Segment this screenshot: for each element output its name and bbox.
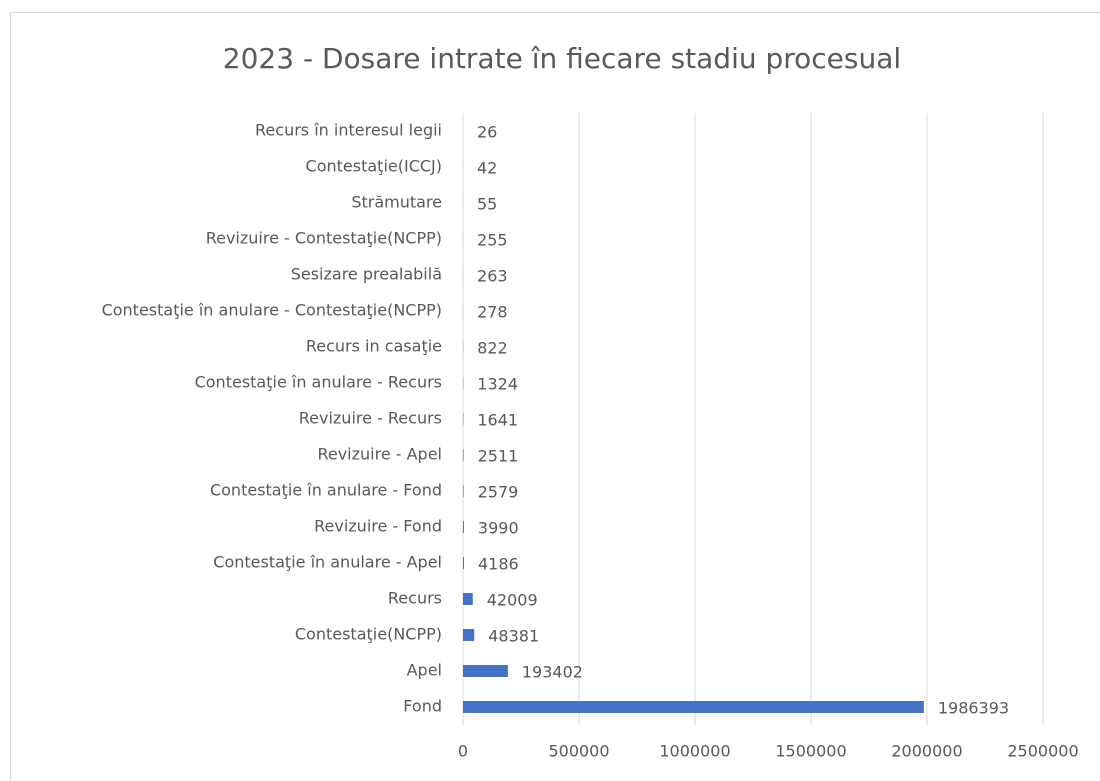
data-label: 2579 xyxy=(478,483,519,502)
y-tick-label: Contestaţie(ICCJ) xyxy=(306,157,442,176)
y-tick-label: Revizuire - Contestaţie(NCPP) xyxy=(206,229,442,248)
y-tick-label: Recurs xyxy=(388,589,442,608)
y-tick-label: Revizuire - Apel xyxy=(317,445,442,464)
y-tick-label: Fond xyxy=(403,697,442,716)
y-tick-label: Contestaţie(NCPP) xyxy=(295,625,442,644)
bar xyxy=(463,521,464,533)
data-label: 3990 xyxy=(478,519,519,538)
y-tick-label: Revizuire - Fond xyxy=(314,517,442,536)
y-tick-label: Recurs in casaţie xyxy=(306,337,442,356)
data-label: 255 xyxy=(477,231,508,250)
data-label: 26 xyxy=(477,123,497,142)
bar xyxy=(463,665,508,677)
y-tick-label: Contestaţie în anulare - Recurs xyxy=(195,373,442,392)
y-tick-label: Contestaţie în anulare - Fond xyxy=(210,481,442,500)
x-tick-label: 1500000 xyxy=(775,742,846,761)
y-tick-label: Revizuire - Recurs xyxy=(299,409,442,428)
chart-title: 2023 - Dosare intrate în fiecare stadiu … xyxy=(223,42,901,75)
data-label: 193402 xyxy=(522,663,583,682)
bar xyxy=(463,485,464,497)
x-tick-label: 1000000 xyxy=(659,742,730,761)
x-tick-label: 0 xyxy=(458,742,468,761)
bar xyxy=(463,701,924,713)
bar xyxy=(463,557,464,569)
data-label: 278 xyxy=(477,303,508,322)
x-tick-label: 2500000 xyxy=(1007,742,1078,761)
bar xyxy=(463,629,475,641)
data-label: 263 xyxy=(477,267,508,286)
data-label: 42009 xyxy=(487,591,538,610)
data-label: 42 xyxy=(477,159,497,178)
data-label: 2511 xyxy=(478,447,519,466)
data-label: 822 xyxy=(477,339,508,358)
data-label: 4186 xyxy=(478,555,519,574)
y-tick-label: Contestaţie în anulare - Apel xyxy=(213,553,442,572)
y-tick-label: Strămutare xyxy=(351,193,442,212)
y-tick-label: Sesizare prealabilă xyxy=(291,265,442,284)
data-label: 1641 xyxy=(477,411,518,430)
data-label: 55 xyxy=(477,195,497,214)
y-tick-label: Recurs în interesul legii xyxy=(255,121,442,140)
bar xyxy=(463,449,464,461)
chart-frame xyxy=(10,12,1100,781)
y-tick-label: Contestaţie în anulare - Contestaţie(NCP… xyxy=(102,301,442,320)
data-label: 48381 xyxy=(488,627,539,646)
x-tick-label: 2000000 xyxy=(891,742,962,761)
x-tick-label: 500000 xyxy=(548,742,609,761)
data-label: 1986393 xyxy=(938,699,1009,718)
y-tick-label: Apel xyxy=(407,661,442,680)
bar xyxy=(463,593,473,605)
data-label: 1324 xyxy=(477,375,518,394)
